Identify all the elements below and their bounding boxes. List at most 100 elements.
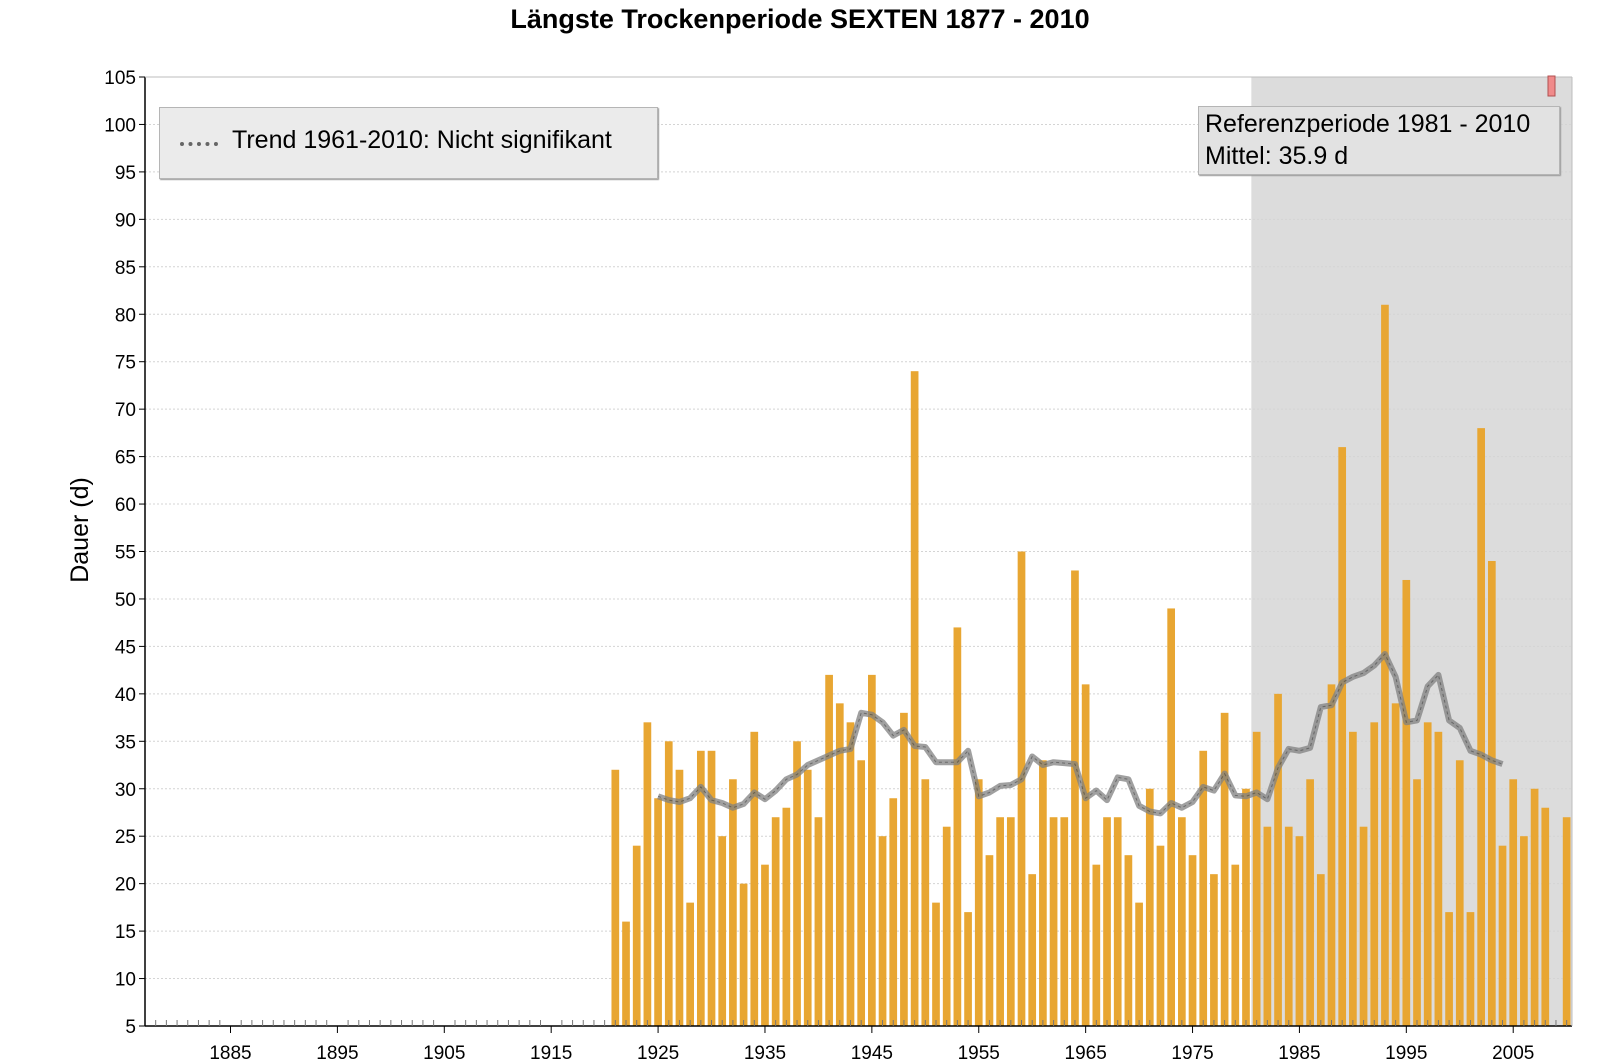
- bar-1963: [1060, 817, 1069, 1026]
- bar-1928: [686, 902, 694, 1026]
- trend-line-path: [657, 651, 1504, 817]
- bar-1960: [1028, 874, 1037, 1026]
- bar-1951: [932, 902, 940, 1026]
- bar-1945: [868, 674, 876, 1026]
- bar-1967: [1103, 817, 1111, 1026]
- y-tick-label: 85: [115, 258, 136, 279]
- x-tick-label: 1975: [1171, 1043, 1213, 1063]
- y-tick-label: 75: [115, 353, 136, 374]
- bar-1987: [1316, 874, 1325, 1026]
- bar-1954: [964, 912, 972, 1026]
- bar-1922: [622, 921, 630, 1026]
- bar-1929: [696, 750, 705, 1026]
- bar-1980: [1242, 788, 1250, 1026]
- x-tick-label: 1935: [744, 1043, 786, 1063]
- bar-1958: [1006, 817, 1015, 1026]
- bar-1950: [921, 779, 930, 1026]
- y-tick-label: 40: [115, 685, 136, 706]
- bar-1941: [825, 674, 833, 1026]
- bar-2007: [1530, 788, 1539, 1026]
- bar-1926: [664, 741, 673, 1026]
- bar-1939: [803, 769, 812, 1026]
- bar-1990: [1349, 731, 1357, 1026]
- bar-1993: [1381, 304, 1389, 1026]
- bar-1975: [1188, 855, 1197, 1026]
- y-tick-label: 100: [104, 115, 136, 136]
- bar-1997: [1423, 722, 1432, 1026]
- legend-trend-label: Trend 1961-2010: Nicht signifikant: [232, 126, 612, 154]
- bar-1927: [675, 769, 684, 1026]
- bar-1938: [793, 741, 801, 1026]
- bar-2004: [1498, 845, 1507, 1026]
- bar-1931: [718, 836, 727, 1026]
- bar-2005: [1509, 779, 1518, 1026]
- bar-1974: [1177, 817, 1186, 1026]
- bar-1930: [707, 750, 716, 1026]
- bar-1981: [1252, 731, 1261, 1026]
- x-tick-label: 1895: [316, 1043, 358, 1063]
- bar-1955: [974, 779, 983, 1026]
- bar-1957: [996, 817, 1004, 1026]
- reference-period-mean: Mittel: 35.9 d: [1205, 142, 1349, 170]
- bar-1999: [1445, 912, 1453, 1026]
- y-tick-label: 70: [115, 400, 136, 421]
- y-tick-label: 10: [115, 970, 136, 991]
- x-tick-label: 2005: [1492, 1043, 1534, 1063]
- y-tick-label: 50: [115, 590, 136, 611]
- bar-1949: [910, 371, 919, 1026]
- y-tick-label: 95: [115, 163, 136, 184]
- legend: Trend 1961-2010: Nicht signifikant: [159, 107, 658, 179]
- bar-2010: [1562, 817, 1571, 1026]
- y-tick-label: 5: [125, 1017, 136, 1038]
- chart-title: Längste Trockenperiode SEXTEN 1877 - 201…: [510, 4, 1090, 34]
- y-tick-label: 80: [115, 305, 136, 326]
- bar-1983: [1274, 693, 1282, 1026]
- bar-2001: [1466, 912, 1475, 1026]
- reference-period-box: Referenzperiode 1981 - 2010 Mittel: 35.9…: [1198, 106, 1560, 175]
- bar-1933: [739, 883, 748, 1026]
- bar-1924: [643, 722, 652, 1026]
- y-tick-label: 35: [115, 732, 136, 753]
- bar-1971: [1145, 788, 1154, 1026]
- x-tick-label: 1955: [958, 1043, 1000, 1063]
- x-tick-label: 1985: [1278, 1043, 1320, 1063]
- bar-1942: [835, 703, 844, 1026]
- bar-1943: [846, 722, 855, 1026]
- y-tick-label: 55: [115, 543, 136, 564]
- y-tick-label: 20: [115, 875, 136, 896]
- y-tick-label: 105: [104, 68, 136, 89]
- y-tick-label: 15: [115, 922, 136, 943]
- bar-1937: [782, 807, 791, 1026]
- x-tick-label: 1995: [1385, 1043, 1427, 1063]
- bar-1940: [814, 817, 823, 1026]
- bar-1989: [1338, 447, 1347, 1026]
- bar-1984: [1284, 826, 1293, 1026]
- bar-1947: [889, 798, 898, 1026]
- x-tick-labels: 1885 1895 1905 1915 1925 1935 1945 1955 1965 1975…: [209, 1043, 1534, 1063]
- y-tick-label: 45: [115, 637, 136, 658]
- bar-1946: [878, 836, 887, 1026]
- bar-1988: [1327, 684, 1336, 1026]
- bar-1996: [1413, 779, 1421, 1026]
- bar-1932: [729, 779, 737, 1026]
- bar-1968: [1113, 817, 1122, 1026]
- y-tick-label: 30: [115, 780, 136, 801]
- bar-1952: [942, 826, 951, 1026]
- bar-1921: [611, 769, 620, 1026]
- bar-1936: [771, 817, 780, 1026]
- reference-period-label: Referenzperiode 1981 - 2010: [1205, 110, 1531, 138]
- bar-1994: [1391, 703, 1400, 1026]
- bar-1925: [654, 798, 662, 1026]
- axes: [139, 76, 1573, 1033]
- bar-1986: [1306, 779, 1314, 1026]
- bar-1953: [953, 627, 962, 1026]
- missing-value-marker: [1547, 75, 1556, 97]
- bar-2000: [1455, 760, 1464, 1026]
- bar-1985: [1295, 836, 1304, 1026]
- bar-1995: [1402, 579, 1411, 1026]
- bar-1991: [1359, 826, 1368, 1026]
- y-tick-label: 90: [115, 210, 136, 231]
- bar-1959: [1017, 551, 1026, 1026]
- bar-1956: [985, 855, 994, 1026]
